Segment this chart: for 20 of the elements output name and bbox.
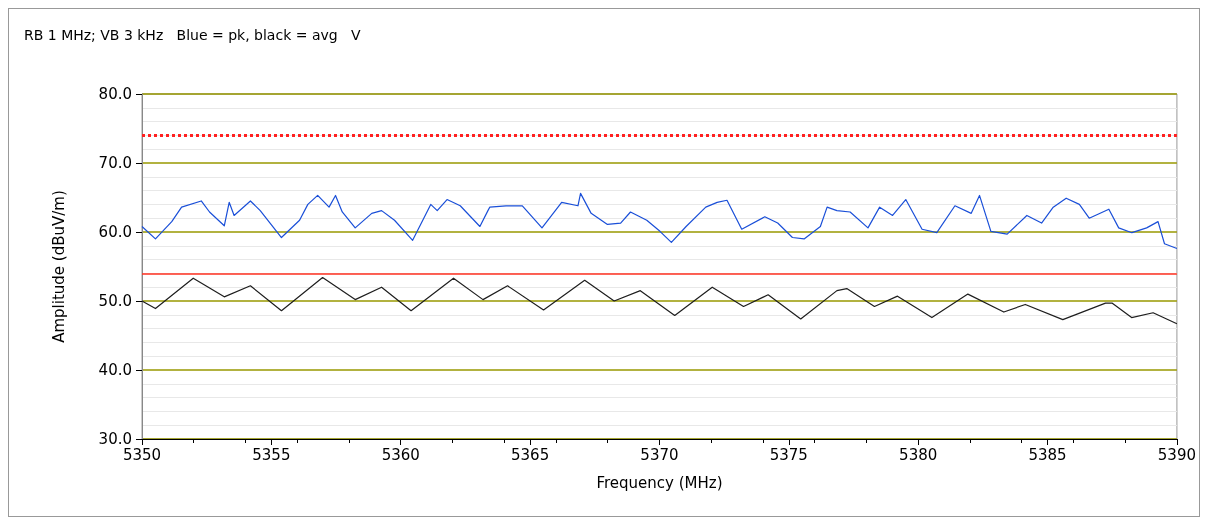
y-tick-label: 50.0: [98, 292, 132, 310]
x-axis-title: Frequency (MHz): [596, 473, 723, 492]
line-series: [141, 192, 1178, 250]
y-tick-label: 70.0: [98, 154, 132, 172]
y-tick-label: 80.0: [98, 85, 132, 103]
y-tick-label: 30.0: [98, 430, 132, 448]
y-tick-label: 60.0: [98, 223, 132, 241]
x-tick-label: 5390: [1157, 445, 1197, 464]
y-tick-label: 40.0: [98, 361, 132, 379]
x-tick-label: 5350: [122, 445, 162, 464]
chart-title: RB 1 MHz; VB 3 kHz Blue = pk, black = avg V: [24, 27, 361, 43]
x-tick-label: 5385: [1028, 445, 1067, 464]
line-series: [141, 276, 1178, 325]
x-tick-label: 5365: [511, 445, 550, 464]
y-axis-title: Amplitude (dBuV/m): [49, 190, 68, 343]
x-tick-label: 5370: [640, 445, 679, 464]
x-tick-label: 5355: [252, 445, 291, 464]
x-tick-label: 5375: [769, 445, 808, 464]
x-tick-label: 5360: [381, 445, 420, 464]
x-tick-label: 5380: [899, 445, 938, 464]
